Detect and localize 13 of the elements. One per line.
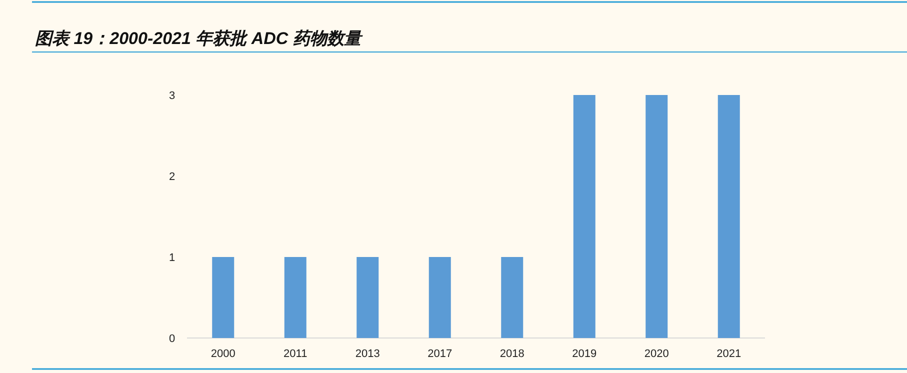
x-tick-label: 2021 [716,348,742,360]
x-tick-label: 2018 [500,348,524,360]
y-tick-label: 2 [168,171,176,183]
x-tick-label: 2017 [428,348,452,360]
y-tick-label: 0 [168,333,176,345]
x-tick-label: 2013 [355,348,380,360]
x-tick-label: 2011 [284,348,308,360]
x-tick-label: 2020 [644,348,669,360]
x-tick-label: 2000 [210,348,236,360]
chart-title: 图表 19：2000-2021 年获批 ADC 药物数量 [35,29,363,48]
x-tick-label: 2019 [572,348,597,360]
y-tick-label: 1 [168,252,176,264]
y-tick-label: 3 [168,90,176,102]
